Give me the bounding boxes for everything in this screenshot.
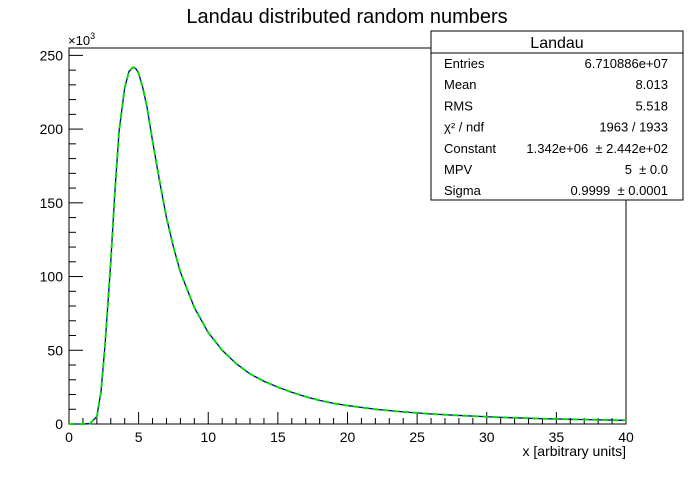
stats-box: Landau Entries 6.710886e+07 Mean 8.013 RMS 5.…: [430, 30, 684, 201]
chart-title: Landau distributed random numbers: [186, 6, 507, 28]
stats-row-label: MPV: [444, 162, 473, 177]
y-tick-label: 0: [55, 416, 63, 432]
x-axis: 0 5 10 15 20 25 30 35 40: [65, 412, 634, 445]
x-tick-label: 40: [618, 429, 634, 445]
stats-row-label: Constant: [444, 141, 496, 156]
fit-curve: [69, 66, 627, 425]
stats-row-value: 1.342e+06 ± 2.442e+02: [526, 141, 668, 156]
y-tick-label: 150: [40, 195, 64, 211]
stats-box-title: Landau: [530, 35, 583, 52]
x-tick-label: 20: [340, 429, 356, 445]
y-tick-label: 200: [40, 121, 64, 137]
y-tick-label: 100: [40, 269, 64, 285]
y-tick-label: 250: [40, 47, 64, 63]
series-layer: [69, 66, 627, 425]
y-axis: 0 50 100 150 200 250: [40, 47, 83, 432]
x-tick-label: 25: [409, 429, 425, 445]
y-multiplier-base: ×10: [68, 33, 90, 48]
x-tick-label: 15: [270, 429, 286, 445]
stats-row-value: 1963 / 1933: [599, 120, 668, 135]
stats-row-label: RMS: [444, 98, 473, 113]
stats-row-value: 0.9999 ± 0.0001: [571, 183, 669, 198]
x-tick-label: 30: [479, 429, 495, 445]
stats-row-label: Mean: [444, 77, 477, 92]
x-tick-label: 10: [200, 429, 216, 445]
stats-row-label: Entries: [444, 56, 485, 71]
stats-row-value: 6.710886e+07: [584, 56, 668, 71]
stats-row-value: 8.013: [635, 77, 668, 92]
y-tick-label: 50: [47, 342, 63, 358]
stats-box-frame: [430, 30, 684, 201]
stats-row-label: Sigma: [444, 183, 482, 198]
x-tick-label: 35: [549, 429, 565, 445]
stats-rows: Entries 6.710886e+07 Mean 8.013 RMS 5.518 χ² /…: [444, 56, 668, 198]
x-tick-label: 5: [135, 429, 143, 445]
x-tick-label: 0: [65, 429, 73, 445]
y-multiplier-exponent: 3: [90, 31, 95, 41]
y-multiplier: ×103: [68, 31, 95, 48]
stats-row-value: 5 ± 0.0: [625, 162, 668, 177]
stats-row-label: χ² / ndf: [444, 120, 484, 135]
x-axis-label: x [arbitrary units]: [523, 443, 626, 459]
stats-row-value: 5.518: [635, 98, 668, 113]
